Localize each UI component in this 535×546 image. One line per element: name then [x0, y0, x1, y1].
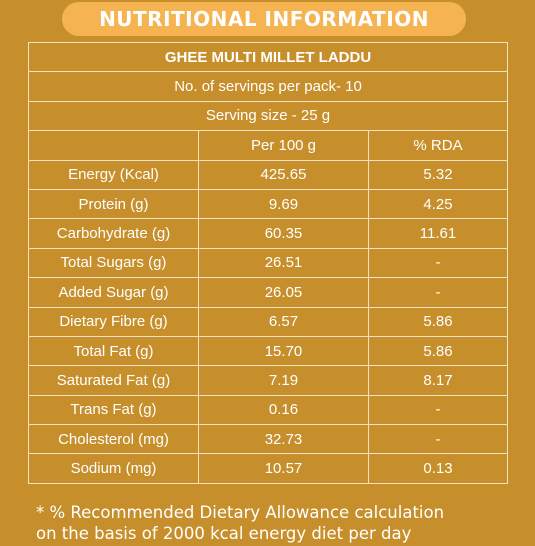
table-row: Saturated Fat (g) 7.19 8.17 [28, 365, 508, 396]
table-row: Energy (Kcal) 425.65 5.32 [28, 159, 508, 190]
table-row: Dietary Fibre (g) 6.57 5.86 [28, 306, 508, 337]
rda-cell: 5.86 [368, 335, 508, 367]
rda-footnote: * % Recommended Dietary Allowance calcul… [36, 502, 516, 544]
table-row: Cholesterol (mg) 32.73- [28, 424, 508, 455]
rda-cell: - [368, 247, 508, 279]
column-header-per-100g: Per 100 g [198, 130, 369, 161]
per-100g-cell: 7.19 [198, 365, 369, 396]
nutrient-name-cell: Dietary Fibre (g) [28, 306, 199, 337]
nutrient-name-cell: Carbohydrate (g) [28, 218, 199, 249]
per-100g-cell: 60.35 [198, 218, 369, 249]
per-100g-cell: 26.51 [198, 247, 369, 279]
title-banner: NUTRITIONAL INFORMATION [62, 2, 466, 36]
servings-row: No. of servings per pack- 10 [28, 71, 508, 102]
column-header-rda: % RDA [368, 130, 508, 161]
rda-cell: 0.13 [368, 453, 508, 484]
per-100g-cell: 6.57 [198, 306, 369, 337]
footnote-line-1: * % Recommended Dietary Allowance calcul… [36, 503, 445, 522]
nutrient-name-cell: Energy (Kcal) [28, 159, 199, 190]
table-row: Trans Fat (g) 0.16- [28, 394, 508, 426]
product-name-row: GHEE MULTI MILLET LADDU [28, 41, 508, 73]
nutrient-name-cell: Cholesterol (mg) [28, 424, 199, 455]
serving-size: Serving size - 25 g [28, 100, 508, 132]
rda-cell: 5.86 [368, 306, 508, 337]
table-row: Protein (g) 9.69 4.25 [28, 188, 508, 220]
rda-cell: - [368, 277, 508, 308]
product-name: GHEE MULTI MILLET LADDU [28, 41, 508, 73]
per-100g-cell: 9.69 [198, 188, 369, 220]
nutrient-name-cell: Saturated Fat (g) [28, 365, 199, 396]
column-header-nutrient [28, 130, 199, 161]
rda-cell: 5.32 [368, 159, 508, 190]
table-row: Total Fat (g) 15.70 5.86 [28, 335, 508, 367]
per-100g-cell: 10.57 [198, 453, 369, 484]
per-100g-cell: 0.16 [198, 394, 369, 426]
rda-cell: 8.17 [368, 365, 508, 396]
nutrient-name-cell: Total Fat (g) [28, 335, 199, 367]
per-100g-cell: 26.05 [198, 277, 369, 308]
table-row: Carbohydrate (g) 60.35 11.61 [28, 218, 508, 249]
nutrient-name-cell: Protein (g) [28, 188, 199, 220]
nutrient-name-cell: Total Sugars (g) [28, 247, 199, 279]
page-title: NUTRITIONAL INFORMATION [99, 7, 429, 31]
nutrient-name-cell: Trans Fat (g) [28, 394, 199, 426]
per-100g-cell: 32.73 [198, 424, 369, 455]
serving-size-row: Serving size - 25 g [28, 100, 508, 132]
per-100g-cell: 15.70 [198, 335, 369, 367]
footnote-line-2: on the basis of 2000 kcal energy diet pe… [36, 524, 412, 543]
rda-cell: 4.25 [368, 188, 508, 220]
rda-cell: - [368, 424, 508, 455]
per-100g-cell: 425.65 [198, 159, 369, 190]
rda-cell: - [368, 394, 508, 426]
table-row: Total Sugars (g) 26.51- [28, 247, 508, 279]
table-row: Sodium (mg) 10.57 0.13 [28, 453, 508, 484]
nutrient-name-cell: Added Sugar (g) [28, 277, 199, 308]
nutrient-name-cell: Sodium (mg) [28, 453, 199, 484]
nutrition-table: GHEE MULTI MILLET LADDU No. of servings … [28, 41, 508, 484]
servings-per-pack: No. of servings per pack- 10 [28, 71, 508, 102]
rda-cell: 11.61 [368, 218, 508, 249]
column-header-row: Per 100 g % RDA [28, 130, 508, 161]
table-row: Added Sugar (g) 26.05- [28, 277, 508, 308]
